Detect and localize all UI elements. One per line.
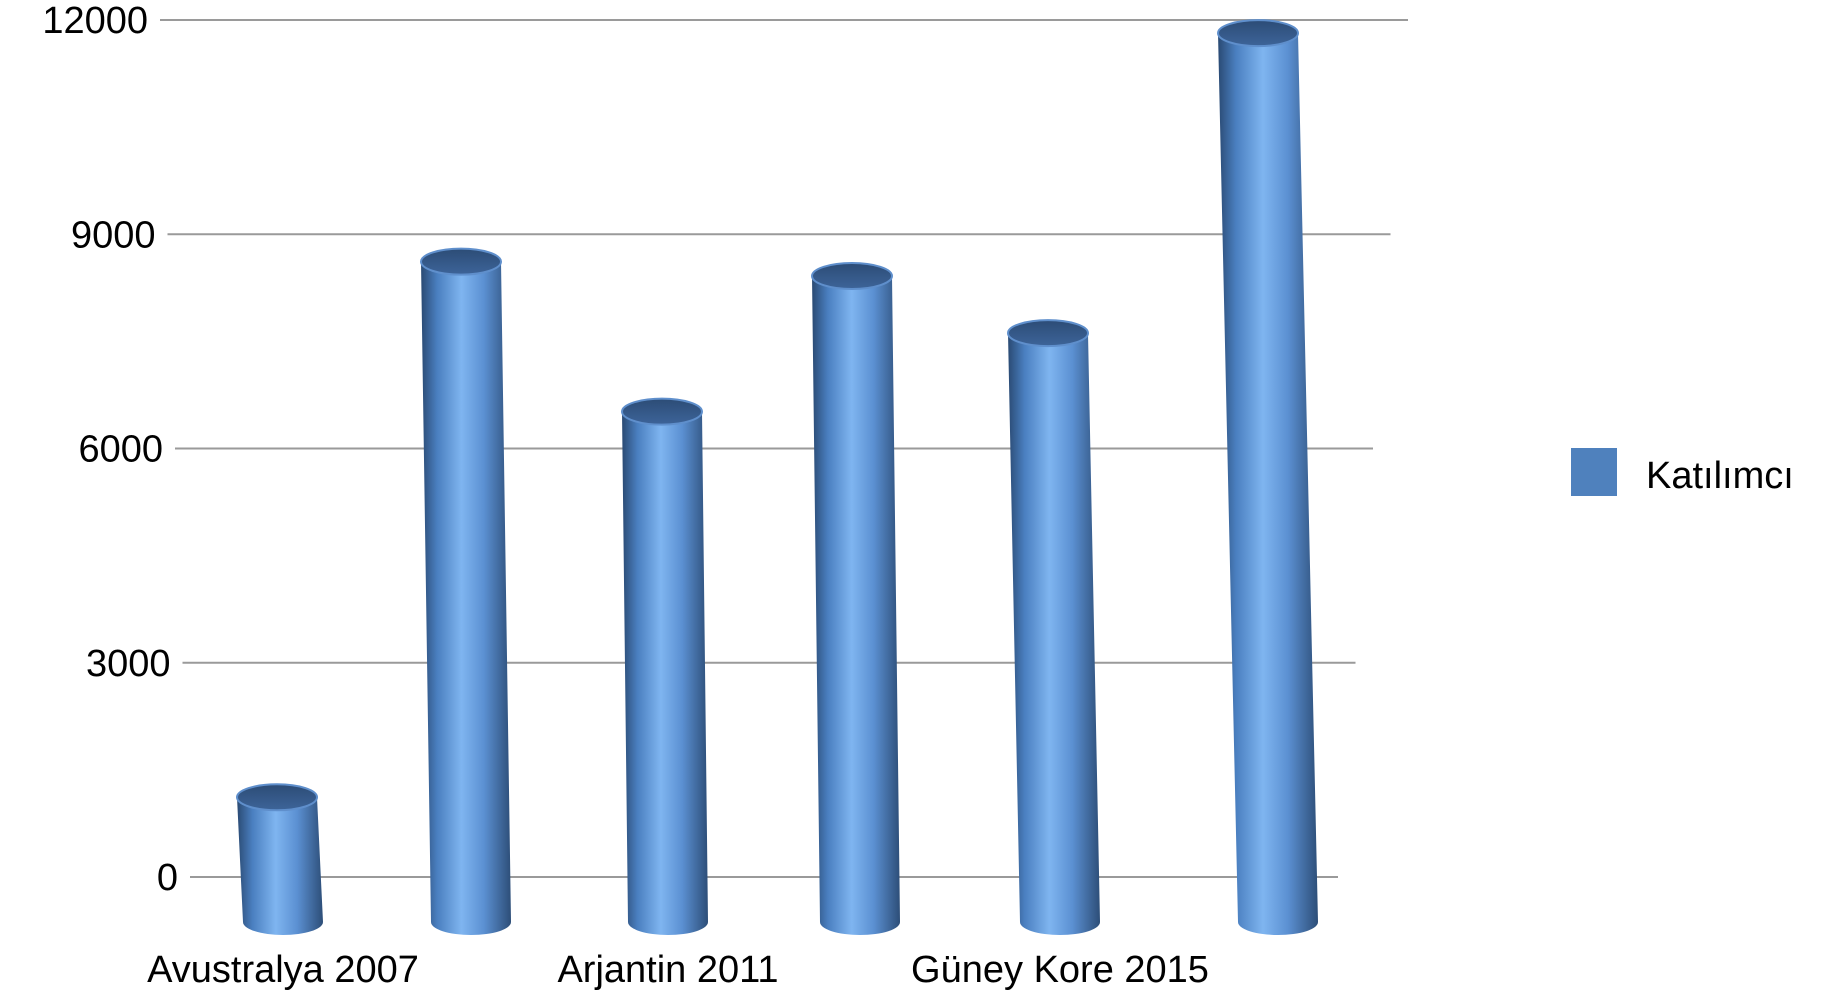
- bar-top: [236, 783, 318, 812]
- y-tick-label: 12000: [42, 0, 148, 42]
- bar-body: [421, 261, 511, 935]
- bar: [1217, 19, 1318, 936]
- bar: [621, 397, 708, 935]
- bar-body: [812, 275, 900, 935]
- legend-swatch: [1571, 448, 1617, 496]
- y-tick-label: 0: [157, 857, 178, 899]
- x-axis-labels: Avustralya 2007 Arjantin 2011 Güney Kore 2…: [147, 949, 1209, 991]
- bars: [236, 19, 1318, 936]
- x-tick-label: Güney Kore 2015: [911, 949, 1209, 991]
- y-axis-ticks: 0 3000 6000 9000 12000: [42, 0, 178, 899]
- bar: [420, 247, 511, 935]
- bar: [1007, 319, 1100, 935]
- bar-top: [420, 247, 502, 276]
- bar-body: [237, 797, 323, 935]
- y-tick-label: 6000: [78, 429, 163, 471]
- bar-top: [811, 261, 893, 290]
- bar-top: [1007, 319, 1089, 348]
- legend-label: Katılımcı: [1646, 455, 1794, 497]
- x-tick-label: Avustralya 2007: [147, 949, 419, 991]
- gridlines: [160, 19, 1408, 878]
- bar-body: [622, 411, 708, 935]
- legend: Katılımcı: [1571, 448, 1794, 497]
- bar-top: [1217, 19, 1299, 48]
- bar-body: [1218, 33, 1318, 936]
- bar-body: [1008, 333, 1100, 935]
- y-tick-label: 3000: [86, 643, 171, 685]
- y-tick-label: 9000: [71, 214, 156, 256]
- bar: [236, 783, 323, 935]
- x-tick-label: Arjantin 2011: [557, 949, 778, 991]
- bar: [811, 261, 900, 935]
- bar-top: [621, 397, 703, 426]
